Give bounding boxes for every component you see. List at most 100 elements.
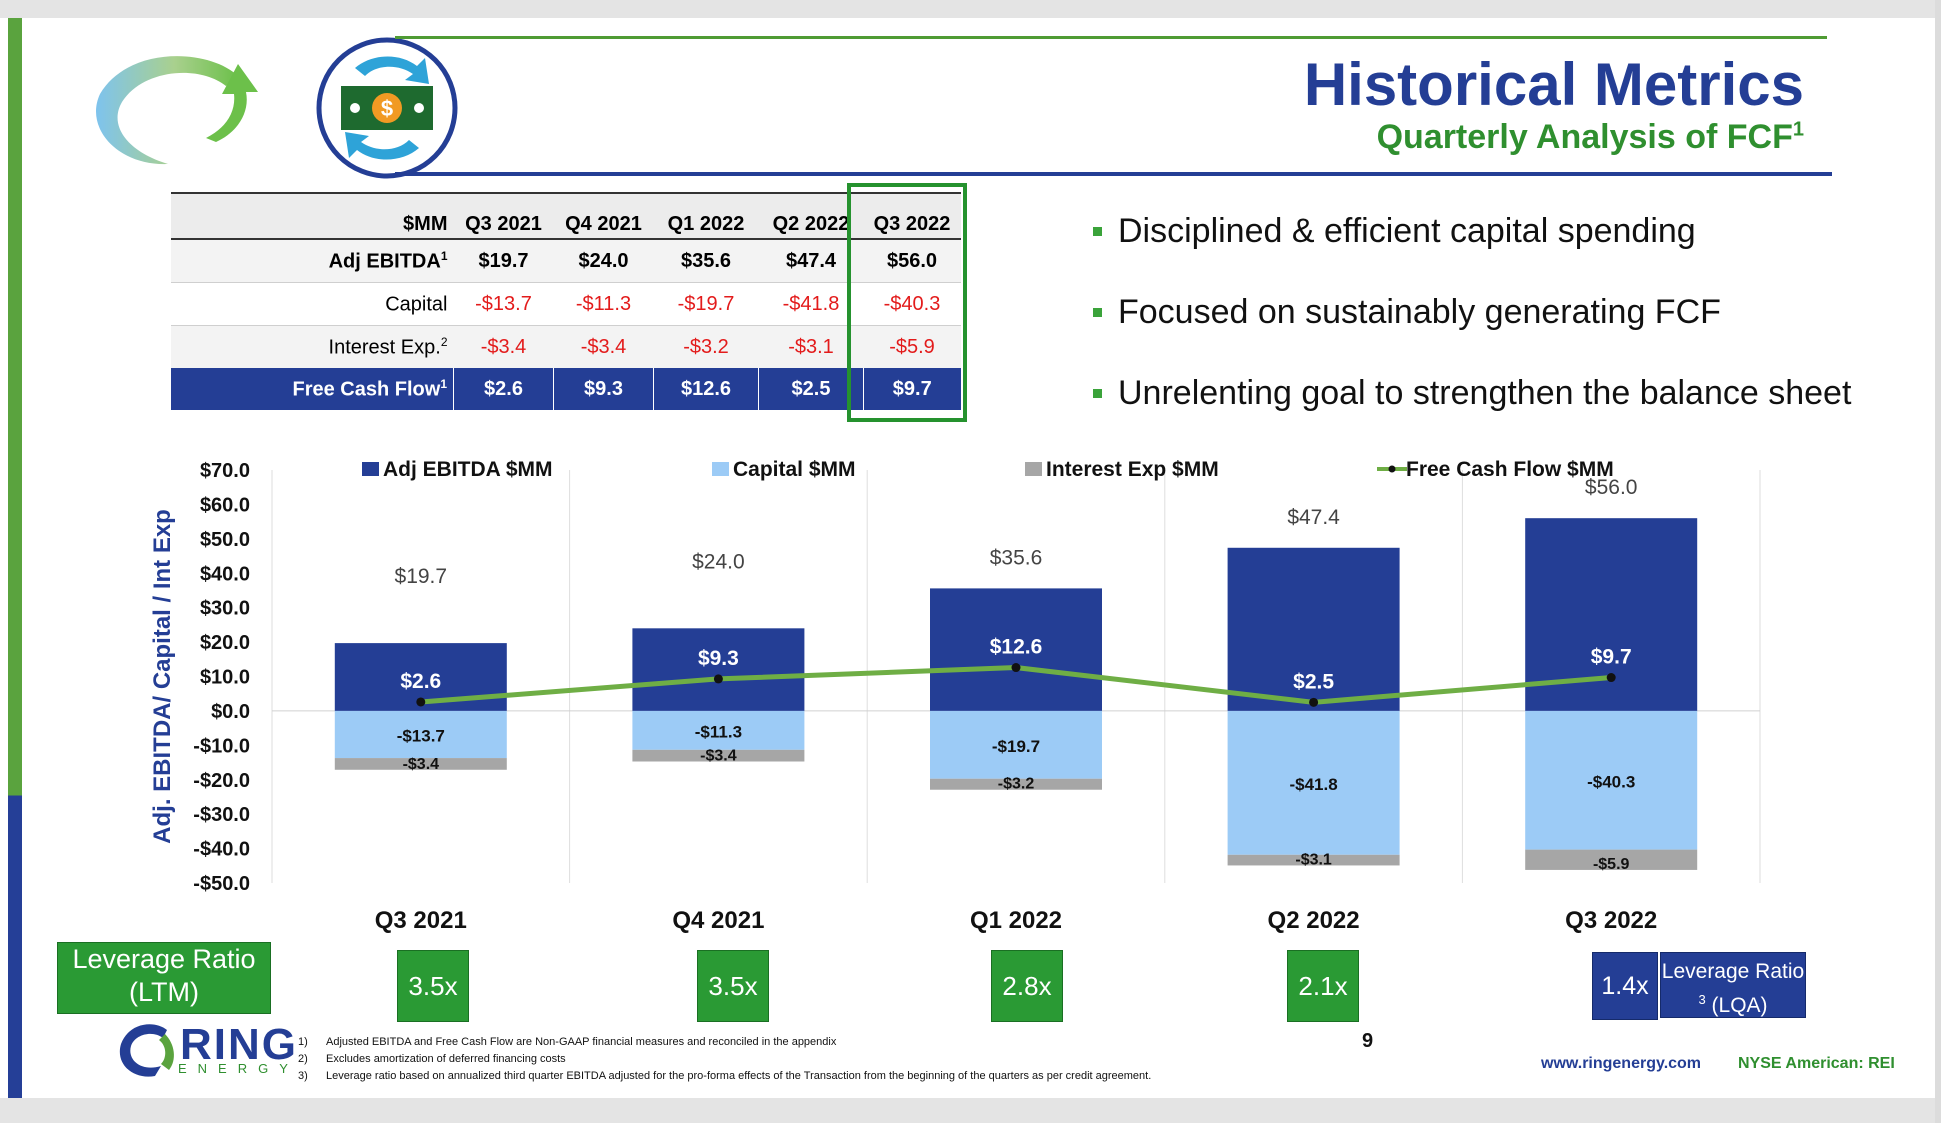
x-category-label: Q3 2021	[375, 907, 467, 934]
capital-data-label: -$41.8	[1289, 775, 1337, 794]
bullet-list: Disciplined & efficient capital spending…	[1093, 212, 1851, 455]
row-label: Capital	[170, 282, 454, 326]
legend-label: Free Cash Flow $MM	[1406, 458, 1614, 481]
fcf-data-label: $9.3	[698, 647, 739, 670]
fcf-point	[713, 674, 723, 684]
leverage-value: 2.8x	[991, 950, 1063, 1022]
table-cell: -$13.7	[453, 282, 554, 326]
capital-data-label: -$13.7	[397, 726, 445, 745]
header-rule-bottom	[395, 172, 1832, 176]
leverage-lqa-label: Leverage Ratio 3 (LQA)	[1660, 952, 1806, 1018]
legend-swatch	[362, 462, 379, 476]
legend-swatch	[1025, 462, 1042, 476]
capital-bar	[930, 710, 1102, 779]
ebitda-data-label: $47.4	[1287, 506, 1340, 529]
capital-data-label: -$11.3	[695, 722, 742, 741]
interest-bar	[632, 749, 805, 762]
leverage-value: 3.5x	[397, 950, 469, 1022]
footnote: 1) Adjusted EBITDA and Free Cash Flow are…	[298, 1036, 837, 1048]
y-tick-label: -$50.0	[193, 873, 250, 895]
table-unit-header: $MM	[170, 192, 454, 240]
capital-bar	[334, 710, 507, 759]
y-tick-label: -$10.0	[193, 735, 250, 757]
x-category-label: Q3 2022	[1565, 907, 1657, 934]
y-tick-label: $10.0	[200, 667, 250, 689]
fcf-data-label: $9.7	[1591, 646, 1632, 669]
table-row: Free Cash Flow1 $2.6 $9.3 $12.6 $2.5 $9.…	[170, 368, 961, 410]
table-col-header: Q3 2022	[863, 192, 961, 240]
y-tick-label: $0.0	[211, 701, 250, 723]
website-link[interactable]: www.ringenergy.com	[1541, 1055, 1702, 1072]
table-row: Adj EBITDA1 $19.7 $24.0 $35.6 $47.4 $56.…	[170, 239, 961, 283]
legend-label: Interest Exp $MM	[1046, 458, 1219, 481]
x-category-label: Q1 2022	[970, 907, 1062, 934]
table-col-header: Q4 2021	[553, 192, 654, 240]
fcf-data-label: $2.6	[400, 670, 441, 693]
footnotes: 1) Adjusted EBITDA and Free Cash Flow are…	[298, 1036, 1151, 1087]
interest-bar	[930, 778, 1102, 790]
capital-data-label: -$40.3	[1587, 772, 1635, 791]
table-cell: $35.6	[653, 239, 759, 283]
y-tick-label: $50.0	[200, 529, 250, 551]
table-col-header: Q1 2022	[653, 192, 759, 240]
logo-text: RING	[180, 1020, 298, 1069]
fcf-point	[416, 697, 426, 707]
legend-label: Adj EBITDA $MM	[383, 458, 553, 481]
table-cell: -$3.4	[553, 325, 654, 368]
table-cell: -$3.2	[653, 325, 759, 368]
capital-bar	[1227, 710, 1400, 855]
exchange-ticker: NYSE American: REI	[1738, 1055, 1895, 1072]
x-category-label: Q4 2021	[672, 907, 764, 934]
footnote: 2) Excludes amortization of deferred fina…	[298, 1053, 566, 1065]
table-cell: $2.5	[758, 368, 864, 410]
ebitda-bar	[632, 628, 805, 711]
top-band	[0, 0, 1941, 18]
y-tick-label: -$20.0	[193, 770, 250, 792]
bullet-item: Focused on sustainably generating FCF	[1093, 293, 1851, 374]
ebitda-data-label: $35.6	[990, 546, 1043, 569]
ebitda-data-label: $24.0	[692, 550, 745, 573]
table-cell: -$11.3	[553, 282, 654, 326]
table-cell: $9.7	[863, 368, 961, 410]
table-cell: $56.0	[863, 239, 961, 283]
interest-data-label: -$3.4	[403, 756, 440, 773]
leverage-ltm-label: Leverage Ratio (LTM)	[57, 942, 271, 1014]
table-cell: $12.6	[653, 368, 759, 410]
logo-subtext: ENERGY	[178, 1061, 299, 1076]
table-row: Capital -$13.7 -$11.3 -$19.7 -$41.8 -$40…	[170, 282, 961, 326]
table-cell: $9.3	[553, 368, 654, 410]
interest-bar	[1227, 854, 1400, 866]
x-category-label: Q2 2022	[1268, 907, 1360, 934]
fcf-chart: $70.0 $60.0 $50.0 $40.0 $30.0 $20.0 $10.0 $0.0 -…	[149, 458, 1761, 934]
table-cell: $2.6	[453, 368, 554, 410]
capital-bar	[1525, 710, 1698, 850]
bullet-item: Unrelenting goal to strengthen the balan…	[1093, 374, 1851, 455]
y-axis-title: Adj. EBITDA/ Capital / Int Exp	[149, 509, 176, 844]
page-number: 9	[1362, 1030, 1374, 1052]
y-tick-label: $60.0	[200, 494, 250, 516]
fcf-point	[1011, 663, 1021, 673]
table-cell: $24.0	[553, 239, 654, 283]
fcf-data-label: $12.6	[990, 636, 1043, 659]
ebitda-data-label: $56.0	[1585, 476, 1638, 499]
row-label: Adj EBITDA1	[170, 239, 454, 283]
table-cell: $19.7	[453, 239, 554, 283]
table-cell: -$40.3	[863, 282, 961, 326]
row-label: Free Cash Flow1	[170, 368, 454, 410]
table-cell: $47.4	[758, 239, 864, 283]
table-cell: -$3.1	[758, 325, 864, 368]
cash-cycle-icon: $	[316, 37, 458, 179]
table-col-header: Q2 2022	[758, 192, 864, 240]
y-tick-label: -$30.0	[193, 804, 250, 826]
header-rule-top	[395, 36, 1827, 39]
interest-data-label: -$3.1	[1295, 851, 1332, 868]
table-cell: -$19.7	[653, 282, 759, 326]
interest-bar	[1525, 849, 1698, 870]
interest-data-label: -$5.9	[1593, 856, 1630, 873]
y-tick-label: $40.0	[200, 563, 250, 585]
legend-swatch	[712, 462, 729, 476]
footnote: 3) Leverage ratio based on annualized thi…	[298, 1070, 1152, 1082]
interest-data-label: -$3.2	[998, 776, 1035, 793]
row-label: Interest Exp.2	[170, 325, 454, 368]
